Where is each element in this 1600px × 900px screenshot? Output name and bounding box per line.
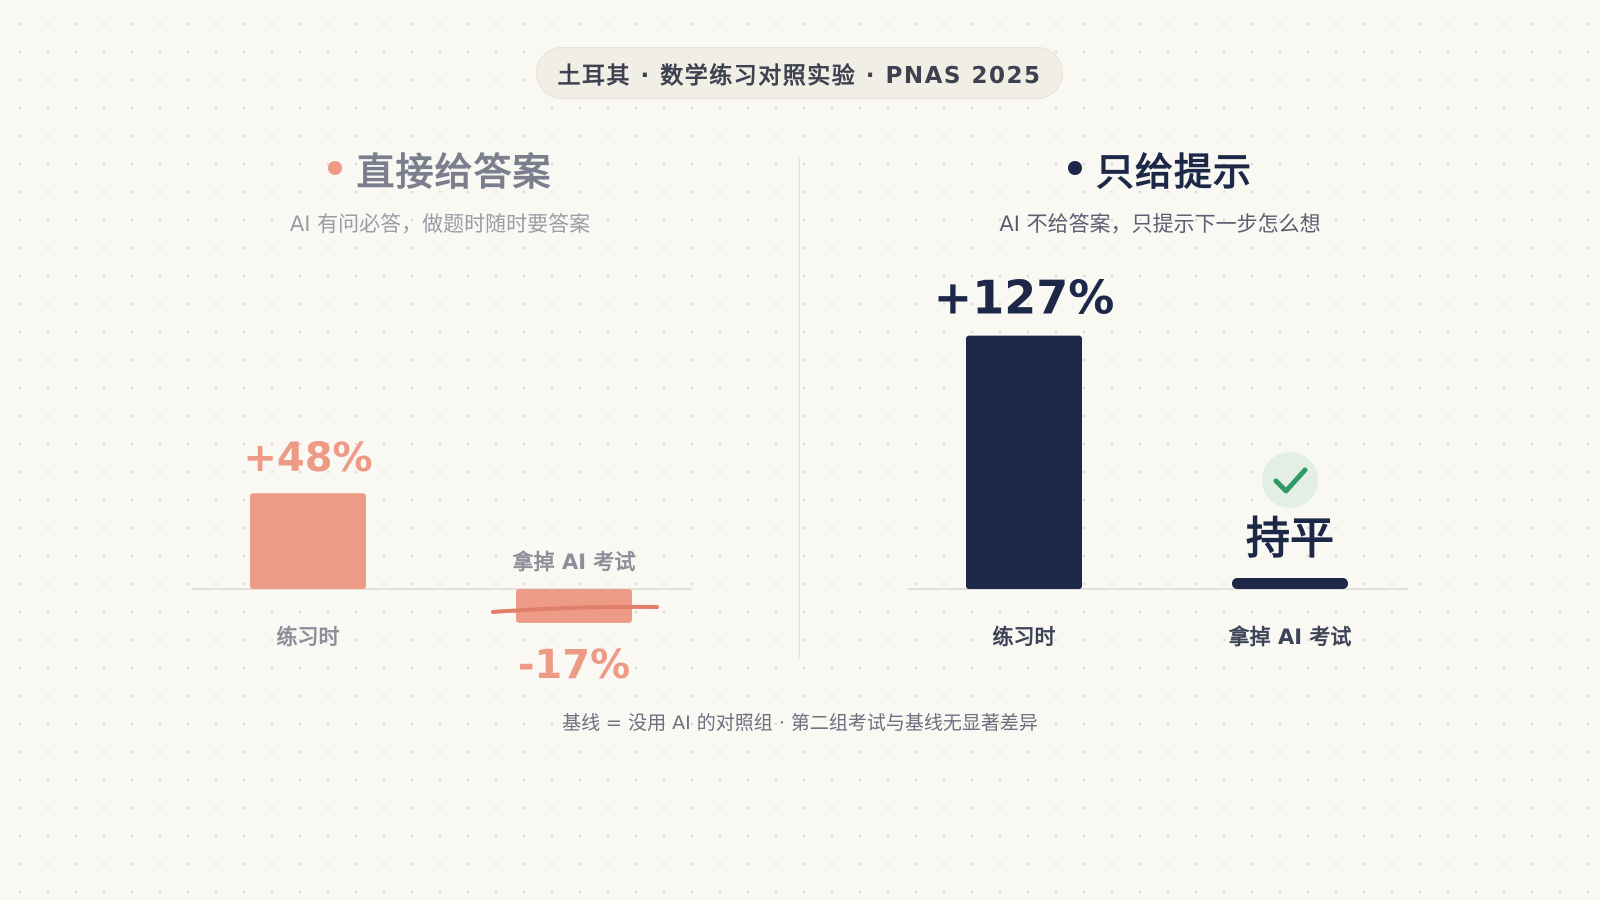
bar-value-label: +48% [243,435,372,481]
bar-1 [966,335,1082,589]
category-label: 练习时 [993,625,1056,649]
panel-title-text: 只给提示 [1095,149,1252,194]
category-label: 拿掉 AI 考试 [512,550,636,574]
bullet-dot-icon [1067,161,1082,175]
bullet-dot-icon [328,161,343,175]
check-icon [1273,467,1308,494]
bar-value-label: 持平 [1246,513,1334,564]
panel-title-text: 直接给答案 [356,149,552,194]
panel-divider [799,158,800,658]
footnote: 基线 = 没用 AI 的对照组 · 第二组考试与基线无显著差异 [562,712,1038,734]
bar-2 [1232,578,1348,589]
category-label: 拿掉 AI 考试 [1228,625,1352,649]
strikethrough-mark [491,604,659,614]
bar-value-label: +127% [934,271,1115,325]
panel-title-answers: 直接给答案 [190,140,690,196]
panel-subtitle-hints: AI 不给答案，只提示下一步怎么想 [999,212,1321,236]
check-icon-bg [1262,452,1318,508]
study-badge: 土耳其 · 数学练习对照实验 · PNAS 2025 [536,47,1063,99]
panel-title-hints: 只给提示 [910,140,1410,196]
category-label: 练习时 [277,625,340,649]
bar-1 [250,493,366,589]
bar-value-label: -17% [518,642,630,688]
panel-subtitle-answers: AI 有问必答，做题时随时要答案 [289,212,591,236]
